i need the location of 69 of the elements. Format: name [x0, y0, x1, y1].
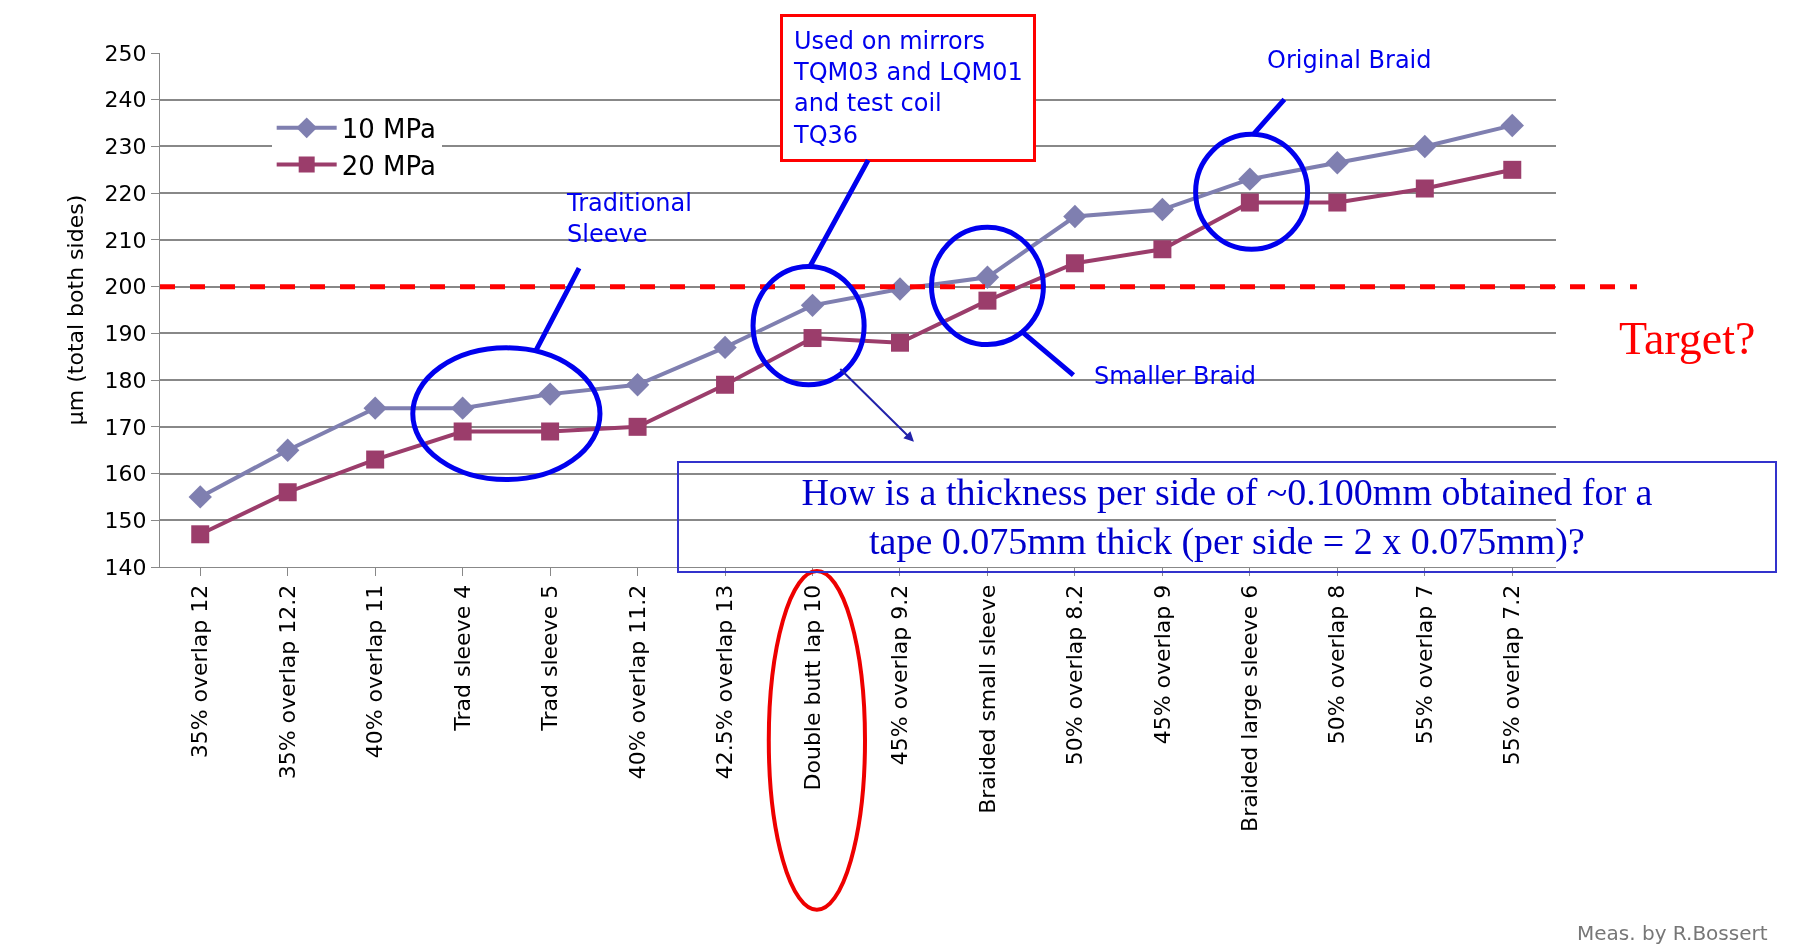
point	[628, 417, 647, 436]
x-tick-label: 45% overlap 9	[1149, 584, 1175, 745]
y-tick-label: 200	[104, 274, 147, 300]
point	[625, 373, 650, 397]
annotation: Traditional Sleeve	[566, 189, 692, 249]
y-tick-label: 220	[104, 180, 147, 206]
point	[363, 396, 387, 420]
point	[890, 333, 909, 352]
x-tick-label: Braided large sleeve 6	[1237, 584, 1263, 832]
y-tick-label: 230	[104, 134, 147, 160]
point	[1413, 134, 1437, 159]
point	[978, 291, 997, 310]
point	[276, 438, 300, 462]
annotation: Used on mirrors TQM03 and LQM01 and test coil TQ36	[793, 27, 1023, 149]
point	[1325, 151, 1350, 175]
annotation: Smaller Braid	[1094, 362, 1256, 390]
x-tick-label: 35% overlap 12.2	[274, 584, 300, 780]
point	[803, 329, 822, 348]
point	[366, 450, 385, 469]
point	[541, 422, 560, 441]
y-tick-label: 250	[104, 40, 147, 66]
y-tick-label: 140	[104, 554, 147, 580]
x-tick-label: 50% overlap 8	[1324, 584, 1350, 745]
text: Meas. by R.Bossert	[1577, 921, 1768, 945]
point	[453, 422, 472, 441]
point	[1240, 193, 1259, 212]
y-tick-label: 190	[104, 321, 147, 347]
annotation: Original Braid	[1267, 46, 1432, 74]
y-axis-title: µm (total both sides)	[63, 194, 89, 426]
ref-line-label: Target?	[1619, 313, 1756, 364]
y-tick-label: 210	[104, 227, 147, 253]
point	[538, 382, 562, 406]
point	[1328, 193, 1347, 212]
legend-label: 20 MPa	[341, 150, 436, 181]
x-tick-label: 55% overlap 7.2	[1499, 584, 1525, 766]
x-tick-label: 45% overlap 9.2	[887, 584, 913, 766]
point	[800, 293, 825, 318]
point	[1500, 113, 1524, 138]
legend-label: 10 MPa	[341, 113, 436, 144]
point	[713, 335, 737, 360]
point	[975, 265, 1000, 289]
point	[278, 483, 297, 502]
y-tick-label: 240	[104, 87, 147, 113]
point	[188, 485, 212, 509]
x-tick-label: Double butt lap 10	[799, 584, 825, 791]
point	[191, 525, 210, 544]
point	[1153, 240, 1172, 259]
y-tick-label: 170	[104, 414, 147, 440]
y-tick-label: 180	[104, 367, 147, 393]
x-tick-label: 35% overlap 12	[187, 584, 213, 759]
x-tick-label: 42.5% overlap 13	[712, 584, 738, 780]
point	[1150, 197, 1175, 222]
x-tick-label: 40% overlap 11	[362, 584, 388, 759]
point	[1063, 204, 1087, 229]
x-tick-label: 40% overlap 11.2	[624, 584, 650, 780]
point	[1415, 179, 1434, 198]
point	[1503, 160, 1522, 179]
x-tick-label: Trad sleeve 4	[449, 584, 475, 732]
x-tick-label: Braided small sleeve	[974, 584, 1000, 814]
point	[1238, 167, 1262, 191]
y-tick-label: 150	[104, 507, 147, 533]
point	[1065, 254, 1084, 273]
x-tick-label: Trad sleeve 5	[537, 584, 563, 732]
point	[450, 396, 475, 420]
y-tick-label: 160	[104, 461, 147, 487]
x-tick-label: 50% overlap 8.2	[1062, 584, 1088, 766]
x-tick-label: 55% overlap 7	[1411, 584, 1437, 745]
point	[716, 375, 735, 394]
annotation: How is a thickness per side of ~0.100mm obtained for a tape 0.075mm thick (per side = 2 x 0.075mm)?	[801, 471, 1653, 564]
